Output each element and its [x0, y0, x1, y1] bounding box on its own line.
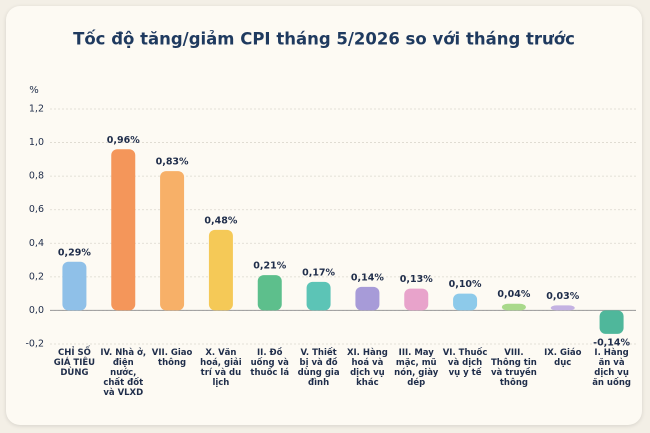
y-tick-label: 0,6 [29, 204, 44, 215]
value-label: 0,04% [497, 289, 530, 300]
chart: Tốc độ tăng/giảm CPI tháng 5/2026 so với… [25, 30, 636, 350]
x-tick-label: IV. Nhà ở, điện nước, chất đốt và VLXD [100, 348, 147, 399]
y-tick-label: 1,0 [29, 137, 44, 148]
x-tick-label: IX. Giáo dục [544, 348, 582, 369]
x-tick-label: X. Văn hoá, giải trí và du lịch [200, 348, 242, 389]
value-label: 0,03% [546, 291, 579, 302]
value-label: 0,96% [107, 135, 140, 146]
x-tick-label: III. May mặc, mũ nón, giày dép [394, 348, 439, 389]
bar [355, 286, 380, 311]
x-tick-label: VIII. Thông tin và truyền thông [490, 348, 537, 389]
x-tick-label: I. Hàng ăn và dịch vụ ăn uống [592, 348, 631, 389]
x-tick-label: VI. Thuốc và dịch vụ y tế [442, 348, 488, 379]
value-label: 0,83% [156, 157, 189, 168]
y-tick-label: 1,2 [29, 104, 44, 115]
value-label: -0,14% [593, 337, 630, 348]
value-label: 0,13% [400, 274, 433, 285]
x-tick-label: V. Thiết bị và đồ dùng gia đình [297, 348, 340, 389]
y-tick-label: 0,2 [29, 271, 44, 282]
x-tick-label: CHỈ SỐ GIÁ TIÊU DÙNG [53, 348, 96, 379]
bar [62, 261, 87, 311]
y-tick-label: -0,2 [25, 339, 44, 350]
value-label: 0,14% [351, 272, 384, 283]
value-label: 0,29% [58, 247, 91, 258]
bar [501, 303, 526, 311]
bar [453, 293, 478, 311]
value-label: 0,17% [302, 267, 335, 278]
bar [208, 229, 233, 311]
x-tick-label: XI. Hàng hoá và dịch vụ khác [346, 348, 388, 389]
y-tick-label: 0,4 [29, 238, 44, 249]
value-label: 0,48% [204, 215, 237, 226]
bar [599, 310, 624, 334]
bar [404, 288, 429, 311]
value-label: 0,10% [449, 279, 482, 290]
y-tick-label: 0,0 [29, 305, 44, 316]
card: Tốc độ tăng/giảm CPI tháng 5/2026 so với… [6, 6, 642, 425]
value-label: 0,21% [253, 261, 286, 272]
x-tick-label: VII. Giao thông [151, 348, 193, 369]
y-axis-label: % [29, 85, 39, 96]
bar [257, 275, 282, 311]
chart-title: Tốc độ tăng/giảm CPI tháng 5/2026 so với… [73, 30, 575, 49]
bar [550, 305, 575, 311]
bar [111, 149, 136, 311]
x-tick-label: II. Đồ uống và thuốc lá [250, 348, 290, 379]
bar [306, 281, 331, 311]
bar [160, 171, 185, 311]
y-tick-label: 0,8 [29, 171, 44, 182]
